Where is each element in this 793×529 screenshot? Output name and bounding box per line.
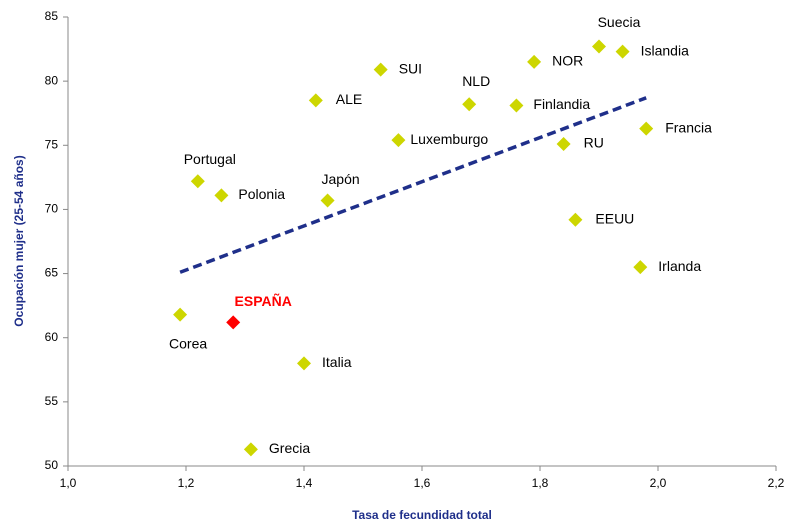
- point: [509, 98, 524, 113]
- x-tick-label: 1,6: [414, 476, 431, 490]
- point-label: Islandia: [641, 42, 689, 58]
- point: [615, 44, 630, 59]
- y-tick-label: 65: [45, 266, 59, 280]
- point: [391, 133, 406, 148]
- point: [173, 307, 188, 322]
- point-label: Francia: [665, 119, 712, 135]
- y-tick-label: 60: [45, 330, 59, 344]
- point-label: EEUU: [595, 210, 634, 226]
- point-label: Italia: [322, 354, 352, 370]
- x-tick-label: 2,0: [650, 476, 667, 490]
- point: [243, 442, 258, 457]
- y-tick-label: 80: [45, 73, 59, 87]
- point-label: ESPAÑA: [235, 292, 292, 309]
- y-axis-title: Ocupación mujer (25-54 años): [12, 155, 26, 326]
- point-label: Corea: [169, 335, 207, 351]
- point: [190, 174, 205, 189]
- point: [373, 62, 388, 77]
- point-label: Finlandia: [533, 96, 590, 112]
- point-label: Japón: [322, 171, 360, 187]
- point: [556, 137, 571, 152]
- x-tick-label: 2,2: [768, 476, 785, 490]
- y-tick-label: 70: [45, 202, 59, 216]
- x-tick-label: 1,0: [60, 476, 77, 490]
- point-label: NOR: [552, 53, 583, 69]
- point-label: SUI: [399, 60, 422, 76]
- point: [633, 260, 648, 275]
- point-label: Luxemburgo: [410, 131, 488, 147]
- point: [592, 39, 606, 54]
- point: [639, 121, 654, 136]
- point: [462, 97, 477, 112]
- y-tick-label: 55: [45, 394, 59, 408]
- point-label: Grecia: [269, 440, 310, 456]
- point-label: RU: [584, 135, 604, 151]
- point: [308, 93, 323, 108]
- point-label: Suecia: [598, 14, 641, 30]
- point: [320, 193, 335, 208]
- x-axis-title: Tasa de fecundidad total: [352, 508, 492, 522]
- x-tick-label: 1,8: [532, 476, 549, 490]
- point-label: ALE: [336, 91, 362, 107]
- point: [527, 54, 542, 69]
- x-tick-label: 1,2: [178, 476, 195, 490]
- point-label: NLD: [462, 73, 490, 89]
- point-label: Polonia: [238, 186, 285, 202]
- trendline: [179, 96, 647, 274]
- y-tick-label: 75: [45, 137, 59, 151]
- point-label: Irlanda: [658, 258, 701, 274]
- point-label: Portugal: [184, 151, 236, 167]
- x-tick-label: 1,4: [296, 476, 313, 490]
- point: [214, 188, 229, 203]
- point: [568, 212, 583, 227]
- y-tick-label: 85: [45, 9, 59, 23]
- point: [297, 356, 311, 371]
- point: [226, 315, 241, 330]
- y-tick-label: 50: [45, 458, 59, 472]
